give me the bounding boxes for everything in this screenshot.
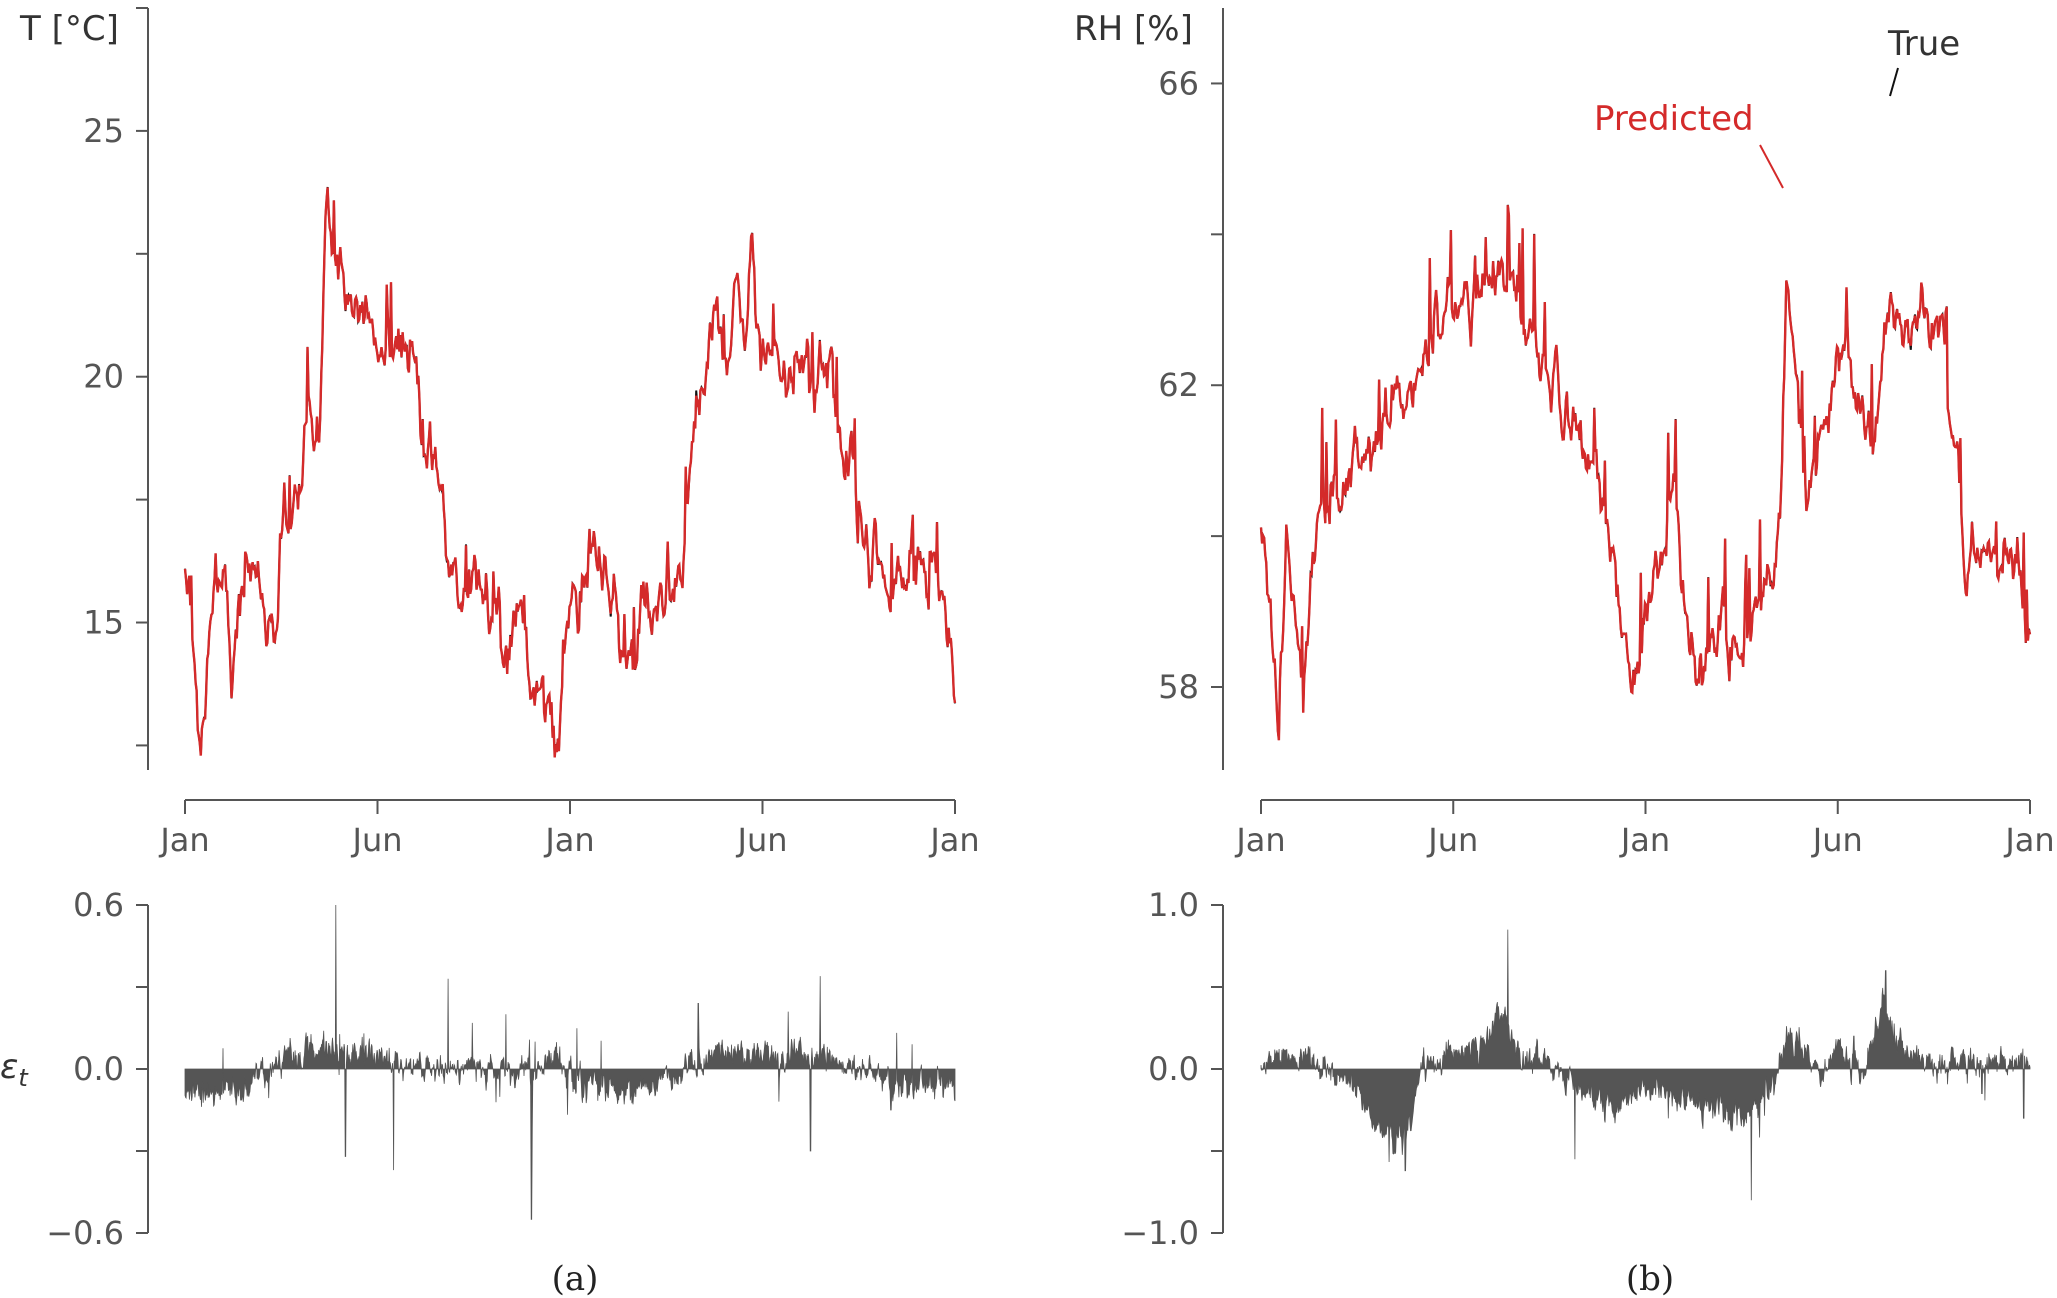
annotation-predicted-pointer <box>1759 144 1784 189</box>
x-tick-label: Jan <box>1234 821 1285 859</box>
y-tick-label: 0.6 <box>73 886 124 924</box>
annotation-true-pointer <box>1889 67 1899 97</box>
y-label-humidity: RH [%] <box>1074 9 1193 49</box>
y-tick-label: 1.0 <box>1148 886 1199 924</box>
y-tick-label: 20 <box>83 358 124 396</box>
x-tick-label: Jan <box>1619 821 1670 859</box>
residual-area-a <box>184 904 956 1220</box>
y-tick-label: 66 <box>1158 64 1199 102</box>
y-label-temperature: T [°C] <box>19 9 119 49</box>
series-true-humidity <box>1260 204 2031 741</box>
ticks-humidity: 58 62 66 Jan Jun Jan Jun Jan <box>1158 64 2054 859</box>
x-tick-label: Jan <box>2003 821 2054 859</box>
x-tick-label: Jan <box>543 821 594 859</box>
x-tick-label: Jun <box>1426 821 1478 859</box>
panel-a-residual: εt −0.6 0.0 0.6 (a) <box>0 886 956 1298</box>
annotation-predicted: Predicted <box>1594 99 1754 139</box>
caption-a: (a) <box>552 1259 599 1298</box>
x-tick-label: Jun <box>736 821 788 859</box>
ticks-residual-b: −1.0 0.0 1.0 <box>1121 886 1223 1252</box>
series-predicted-temperature <box>183 187 957 758</box>
residual-label: εt <box>0 1047 29 1092</box>
y-tick-label: −0.6 <box>46 1214 124 1252</box>
y-tick-label: 62 <box>1158 366 1199 404</box>
x-tick-label: Jun <box>351 821 403 859</box>
caption-b: (b) <box>1626 1259 1674 1298</box>
ticks-residual-a: −0.6 0.0 0.6 <box>46 886 148 1252</box>
x-tick-label: Jun <box>1811 821 1863 859</box>
series-true-temperature <box>184 186 956 758</box>
panel-a-temperature: T [°C] 15 20 25 Jan Jun Jan Jun Jan <box>19 7 980 859</box>
panel-b-humidity: RH [%] 58 62 66 Jan Jun Jan Jun Jan True Predic… <box>1074 8 2055 859</box>
x-tick-label: Jan <box>928 821 979 859</box>
y-tick-label: 58 <box>1158 668 1199 706</box>
annotation-true: True <box>1887 24 1960 64</box>
series-predicted-humidity <box>1259 205 2032 741</box>
panel-b-residual: −1.0 0.0 1.0 (b) <box>1121 886 2031 1298</box>
y-tick-label: 15 <box>83 604 124 642</box>
y-tick-label: 25 <box>83 112 124 150</box>
y-tick-label: 0.0 <box>1148 1050 1199 1088</box>
ticks-temperature: 15 20 25 Jan Jun Jan Jun Jan <box>83 7 980 859</box>
residual-area-b <box>1260 929 2031 1201</box>
x-tick-label: Jan <box>158 821 209 859</box>
y-tick-label: 0.0 <box>73 1050 124 1088</box>
y-tick-label: −1.0 <box>1121 1214 1199 1252</box>
